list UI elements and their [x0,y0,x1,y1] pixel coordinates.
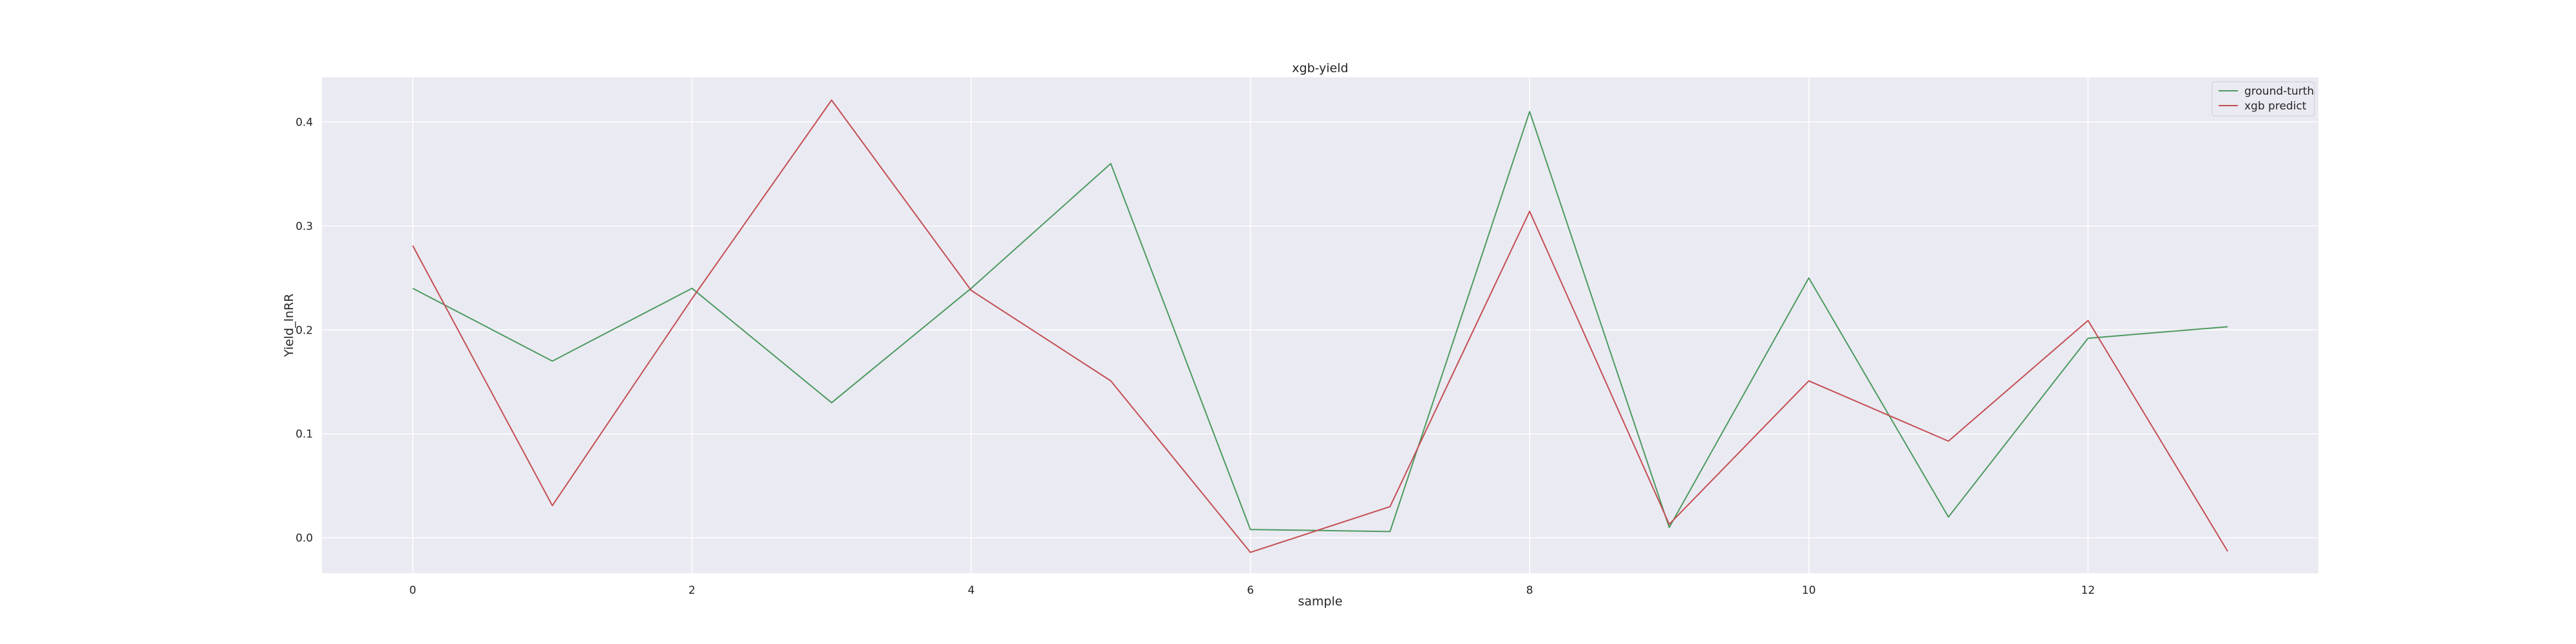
x-axis-label: sample [1298,594,1342,609]
x-tick-label: 8 [1526,584,1533,597]
y-tick-label: 0.0 [296,532,313,545]
series-line-ground-turth [412,111,2228,533]
x-tick-label: 6 [1247,584,1254,597]
tick-labels: 0 2 4 6 8 10 12 0.0 0.1 0.2 0.3 0.4 [296,116,2095,597]
chart-title: xgb-yield [1292,61,1348,75]
legend: ground-turth xgb predict [2211,81,2315,117]
legend-label-ground-turth: ground-turth [2244,85,2314,98]
x-tick-label: 10 [1802,584,1816,597]
y-axis-label: Yield_lnRR [282,294,296,357]
y-tick-label: 0.4 [296,116,313,129]
x-tick-label: 12 [2081,584,2095,597]
series-lines [412,99,2228,553]
series-line-xgb-predict [412,99,2228,553]
y-tick-label: 0.3 [296,220,313,233]
plot-area-background [322,77,2318,573]
y-tick-label: 0.1 [296,428,313,441]
grid-lines [322,77,2318,573]
x-tick-label: 4 [968,584,975,597]
x-tick-label: 0 [409,584,416,597]
x-tick-label: 2 [688,584,696,597]
legend-label-xgb-predict: xgb predict [2244,100,2307,113]
y-tick-label: 0.2 [296,324,313,337]
